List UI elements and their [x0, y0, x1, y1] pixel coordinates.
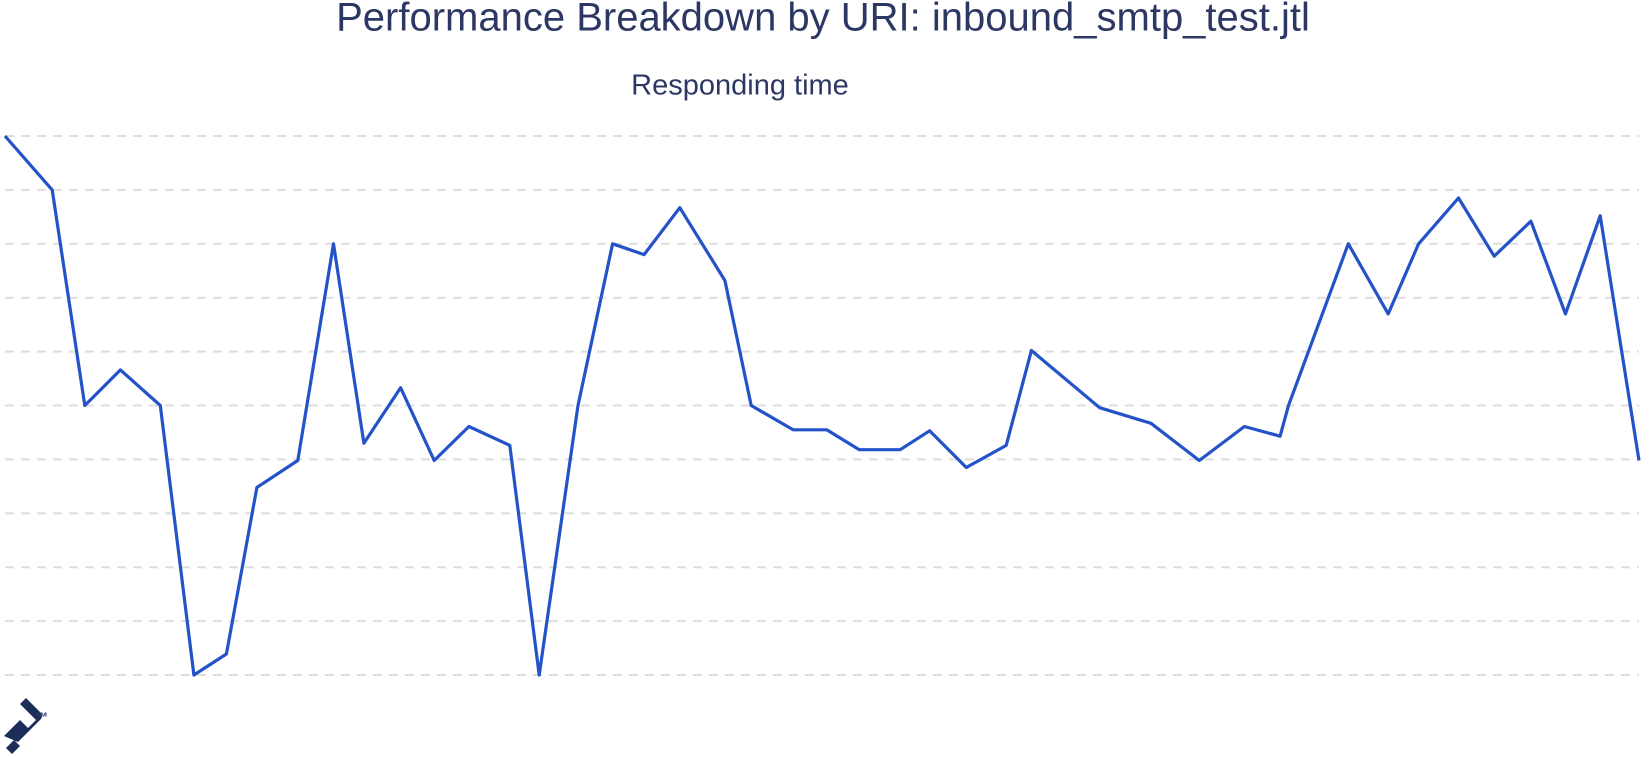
chart-title: Performance Breakdown by URI: inbound_sm…: [336, 0, 1310, 40]
logo-mark: [4, 698, 42, 754]
data-line: [3, 134, 1641, 677]
chart-subtitle: Responding time: [631, 70, 849, 102]
logo: ™: [4, 698, 48, 754]
trademark: ™: [35, 709, 48, 724]
